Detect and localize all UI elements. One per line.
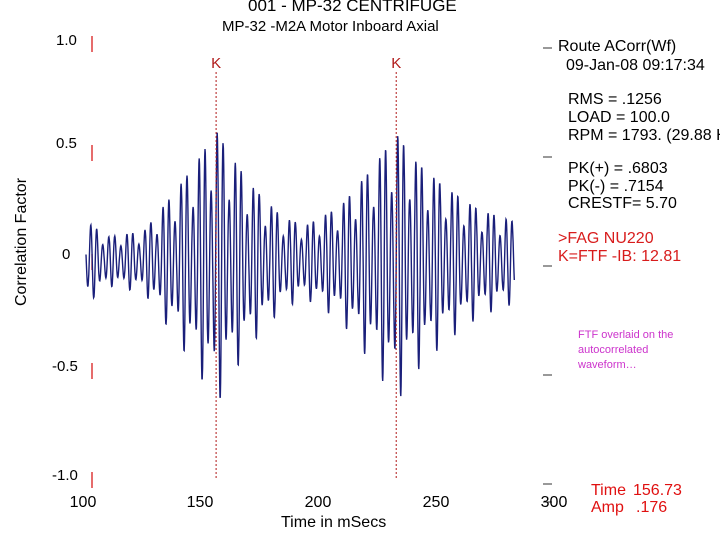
cursor-time-label: Time — [591, 482, 626, 499]
y-tick-label: -1.0 — [52, 467, 78, 484]
waveform-line — [85, 132, 515, 398]
y-tick-label: 0 — [62, 246, 71, 263]
x-tick-label: 300 — [540, 494, 568, 511]
crest-factor-value: CRESTF= 5.70 — [568, 195, 677, 212]
chart-title: 001 - MP-32 CENTRIFUGE — [248, 0, 457, 15]
x-tick-label: 100 — [69, 494, 97, 511]
annotation-note: FTF overlaid on the autocorrelated wavef… — [578, 329, 674, 371]
peak-negative-value: PK(-) = .7154 — [568, 178, 664, 195]
fault-marker-label: K — [391, 55, 401, 72]
date-time: 09-Jan-08 09:17:34 — [566, 57, 705, 74]
bearing-label: >FAG NU220 — [558, 230, 654, 247]
y-axis-label: Correlation Factor — [13, 177, 30, 307]
y-tick-label: -0.5 — [52, 358, 78, 375]
y-tick-label: 0.5 — [56, 135, 77, 152]
cursor-amp-label: Amp — [591, 499, 624, 516]
rms-value: RMS = .1256 — [568, 91, 662, 108]
cursor-amp-value: .176 — [636, 499, 668, 516]
x-tick-label: 200 — [304, 494, 332, 511]
waveform-series — [85, 132, 515, 398]
chart-subtitle: MP-32 -M2A Motor Inboard Axial — [222, 18, 439, 35]
load-value: LOAD = 100.0 — [568, 109, 670, 126]
rpm-value: RPM = 1793. (29.88 Hz) — [568, 127, 720, 144]
y-tick-label: 1.0 — [56, 32, 77, 49]
fault-marker-label: K — [211, 55, 221, 72]
x-axis-label: Time in mSecs — [281, 514, 387, 531]
fault-frequency-label: K=FTF -IB: 12.81 — [558, 248, 682, 265]
route-label: Route ACorr(Wf) — [558, 38, 677, 55]
x-tick-label: 150 — [186, 494, 214, 511]
peak-positive-value: PK(+) = .6803 — [568, 160, 668, 177]
cursor-time-value: 156.73 — [633, 482, 682, 499]
x-tick-label: 250 — [422, 494, 450, 511]
